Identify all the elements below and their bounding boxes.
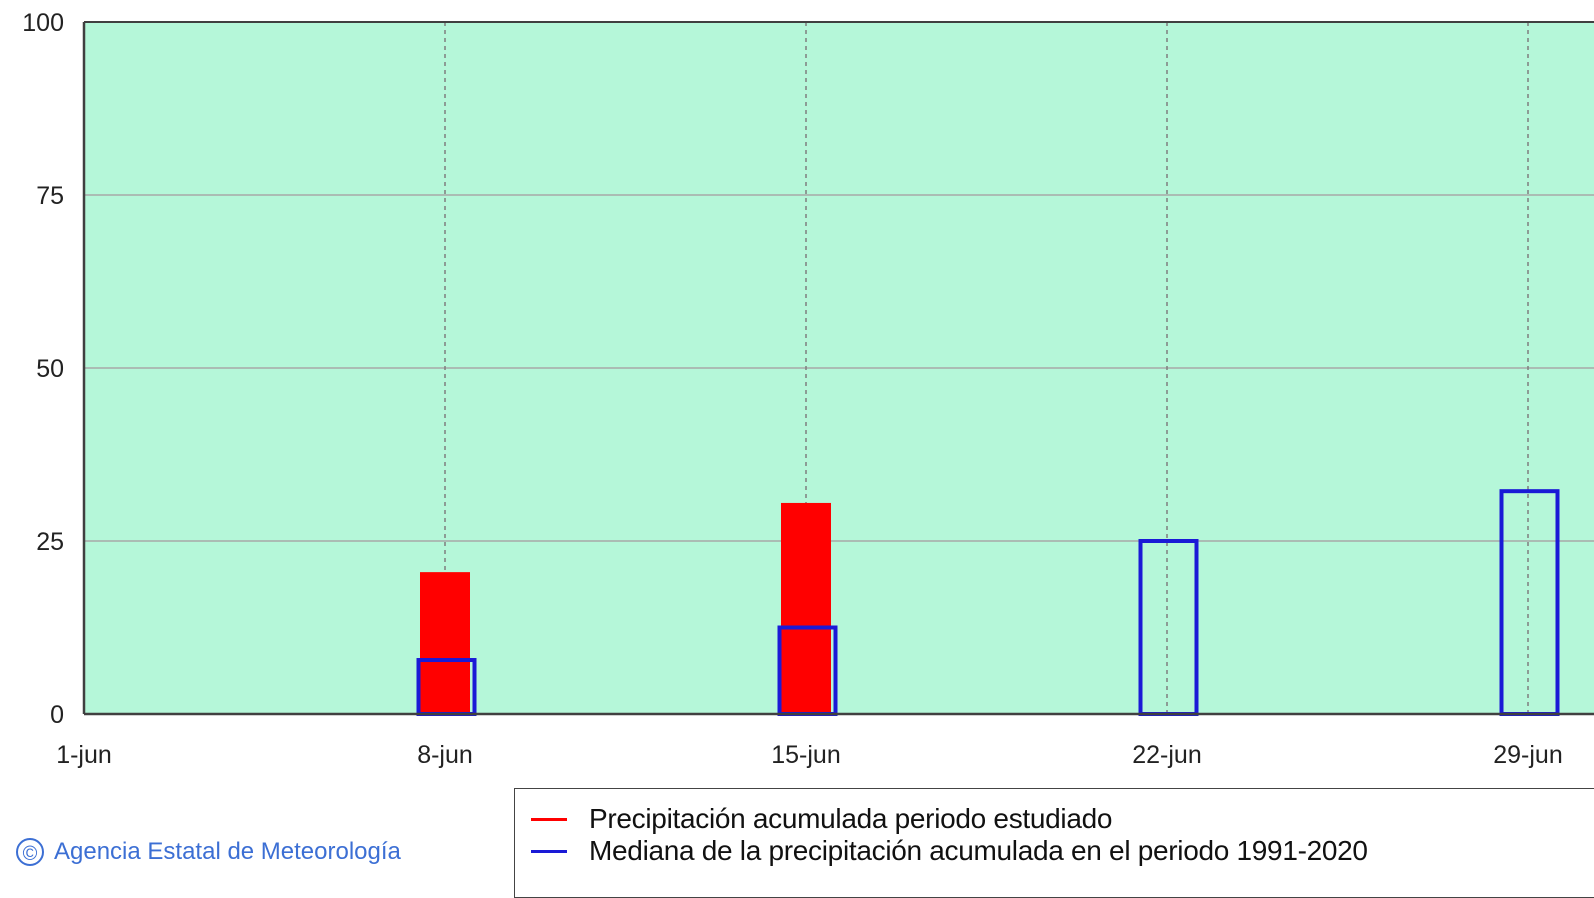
y-tick-label: 25: [36, 528, 64, 556]
x-tick-label: 8-jun: [417, 741, 473, 769]
credit-text: Agencia Estatal de Meteorología: [54, 838, 401, 865]
legend-swatch-median: [531, 849, 567, 853]
x-tick-label: 1-jun: [56, 741, 112, 769]
bar-observed: [420, 572, 470, 714]
legend-item-median: Mediana de la precipitación acumulada en…: [531, 835, 1368, 867]
legend-label-median: Mediana de la precipitación acumulada en…: [589, 835, 1368, 866]
y-tick-label: 50: [36, 355, 64, 383]
copyright-icon: ©: [16, 838, 44, 866]
x-tick-label: 29-jun: [1493, 741, 1563, 769]
credit-line: © Agencia Estatal de Meteorología: [16, 838, 401, 866]
bar-observed: [781, 502, 831, 714]
legend-swatch-observed: [531, 817, 567, 821]
y-tick-label: 75: [36, 182, 64, 210]
x-tick-label: 22-jun: [1132, 741, 1202, 769]
legend-item-observed: Precipitación acumulada periodo estudiad…: [531, 803, 1112, 835]
y-tick-label: 0: [50, 701, 64, 729]
x-tick-label: 15-jun: [771, 741, 841, 769]
legend: Precipitación acumulada periodo estudiad…: [514, 788, 1594, 898]
legend-label-observed: Precipitación acumulada periodo estudiad…: [589, 803, 1113, 834]
y-tick-label: 100: [22, 9, 64, 37]
